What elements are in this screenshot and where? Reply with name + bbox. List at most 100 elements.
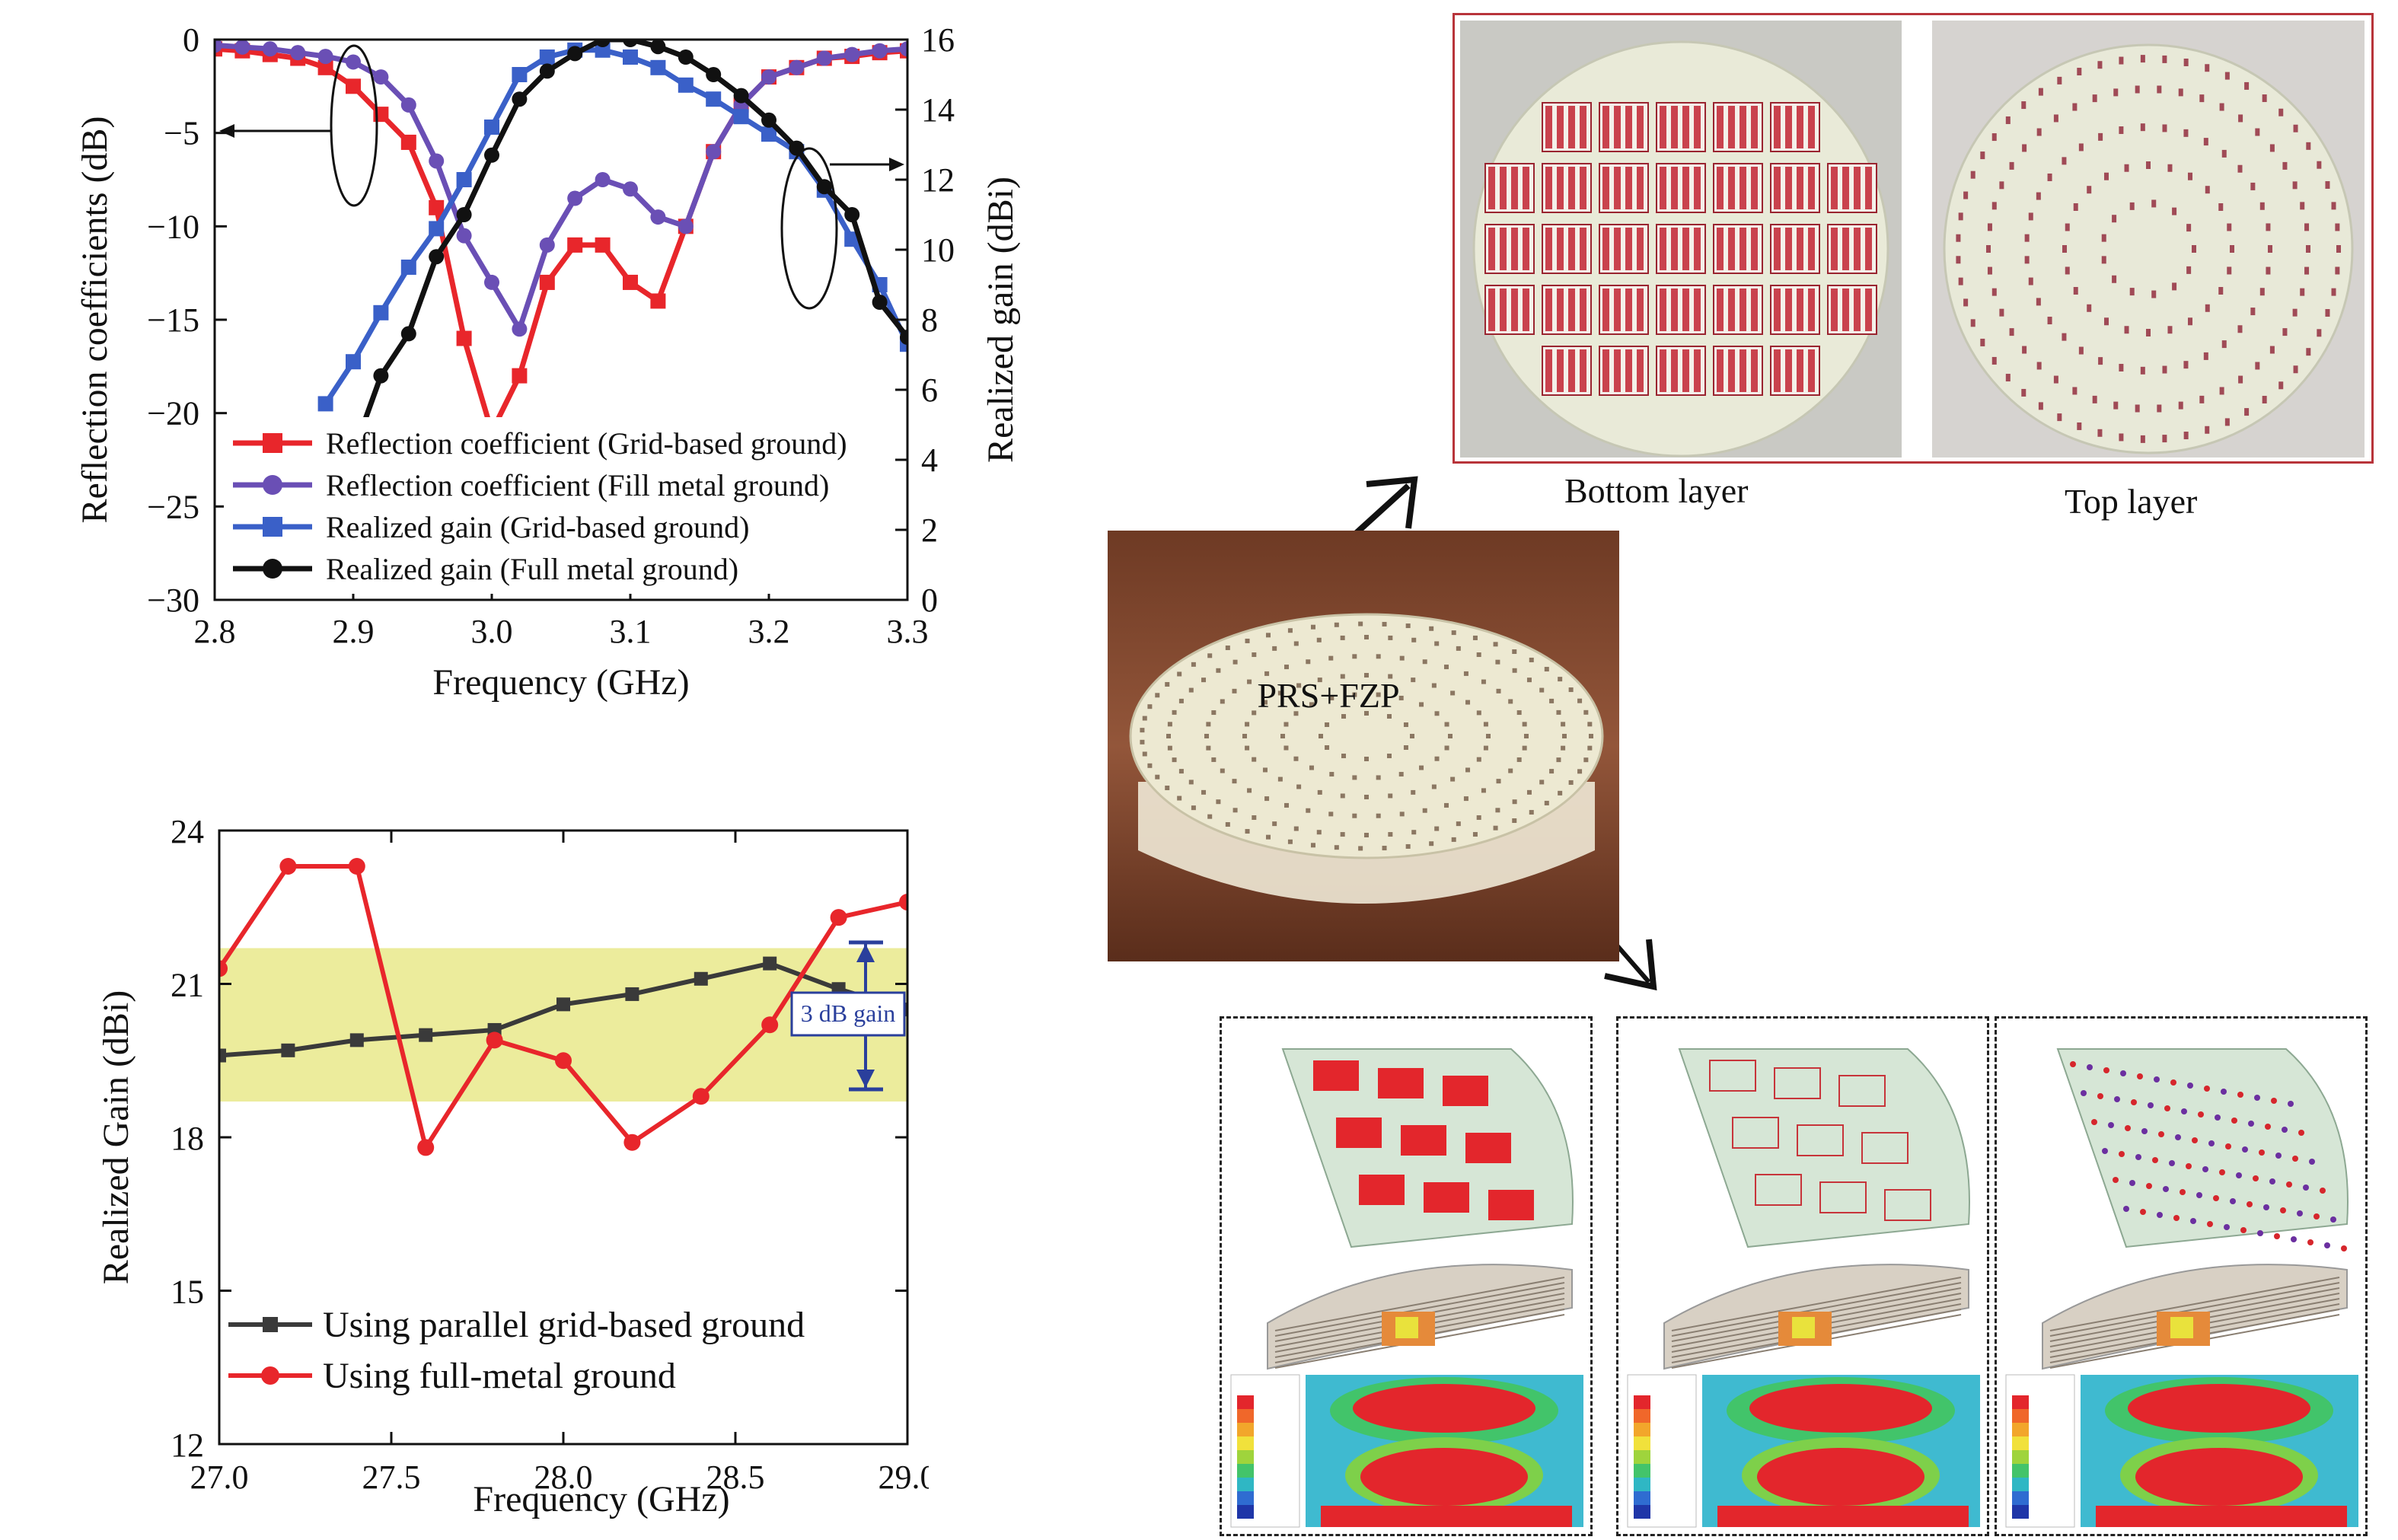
pcb-dot — [2325, 309, 2330, 317]
series-line-2 — [215, 42, 907, 332]
prototype-dot — [1216, 668, 1221, 673]
pcb-dot — [2036, 192, 2041, 200]
prototype-dot — [1167, 722, 1172, 727]
data-point — [419, 1028, 433, 1042]
prototype-dot — [1284, 722, 1289, 727]
prototype-dot — [1398, 695, 1404, 700]
x-tick-label: 3.0 — [471, 613, 513, 650]
prototype-dot — [1284, 802, 1289, 808]
pcb-dot — [2047, 317, 2052, 325]
prototype-dot — [1220, 699, 1225, 704]
pcb-dot — [2009, 328, 2014, 336]
prototype-dot — [1247, 788, 1252, 793]
prototype-dot — [1329, 695, 1335, 700]
prototype-dot — [1364, 635, 1369, 639]
prototype-dot — [1429, 841, 1434, 847]
pcb-dot — [2057, 413, 2062, 422]
data-point — [650, 40, 666, 55]
pcb-patch — [1713, 163, 1763, 213]
pcb-dot — [1980, 338, 1985, 346]
prototype-dot — [1211, 757, 1217, 762]
pcb-dot — [2157, 85, 2162, 94]
prototype-dot — [1358, 846, 1363, 851]
prototype-dot — [1265, 834, 1271, 840]
prototype-dot — [1188, 687, 1194, 693]
pcb-dot — [2112, 275, 2117, 283]
pcb-dot — [2129, 288, 2135, 296]
pcb-dot — [2098, 357, 2103, 365]
pcb-patch — [1484, 163, 1535, 213]
x-tick-label: 28.5 — [706, 1459, 765, 1496]
prototype-dot — [1495, 659, 1500, 665]
legend-entry: Realized gain (Full metal ground) — [326, 552, 738, 586]
data-point — [692, 1088, 710, 1105]
pcb-patch — [1770, 346, 1820, 396]
legend-marker — [263, 475, 282, 495]
prototype-dot — [1539, 687, 1545, 693]
prototype-dot — [1206, 745, 1211, 751]
prototype-dot — [1486, 734, 1491, 738]
pcb-dot — [2205, 426, 2210, 434]
prototype-dot — [1476, 652, 1481, 658]
x-tick-label: 2.9 — [333, 613, 375, 650]
pcb-dot — [1958, 212, 1963, 221]
pcb-dot — [2250, 308, 2256, 316]
y2-tick-label: 4 — [921, 442, 938, 479]
pcb-patch — [1542, 224, 1592, 274]
data-point — [816, 179, 832, 195]
pcb-dot — [1956, 256, 1961, 264]
data-point — [279, 858, 297, 875]
data-point — [234, 40, 250, 55]
prototype-dot — [1284, 665, 1289, 670]
data-point — [623, 40, 638, 47]
data-point — [595, 172, 611, 187]
pcb-dot — [2078, 143, 2084, 151]
prototype-dot — [1577, 698, 1583, 703]
prototype-dot — [1493, 642, 1498, 647]
pcb-patch — [1599, 224, 1649, 274]
pcb-dot — [2317, 329, 2322, 337]
prototype-dot — [1188, 780, 1194, 785]
data-point — [539, 63, 555, 79]
prototype-dot — [1483, 722, 1488, 727]
prototype-dot — [1411, 789, 1416, 795]
pcb-dot — [2219, 103, 2224, 111]
prototype-dot — [1399, 811, 1405, 817]
antenna-model — [1267, 1048, 1574, 1370]
prototype-dot — [1376, 692, 1381, 697]
data-point — [706, 67, 722, 82]
prototype-dot — [1388, 674, 1393, 679]
prototype-dot — [1177, 671, 1182, 677]
pcb-patch — [1713, 102, 1763, 152]
e-field-plot — [1229, 1373, 1587, 1532]
prototype-dot — [1245, 829, 1250, 834]
pcb-dot — [2178, 88, 2183, 97]
pcb-dot — [2087, 186, 2092, 194]
prototype-dot — [1167, 745, 1172, 751]
pcb-dot — [2304, 223, 2310, 231]
x-axis-label: Frequency (GHz) — [473, 1479, 729, 1519]
pcb-dot — [1986, 245, 1991, 253]
pcb-dot — [2021, 388, 2027, 397]
x-tick-label: 27.5 — [362, 1459, 421, 1496]
prototype-dot — [1306, 808, 1311, 813]
x-tick-label: 29.0 — [879, 1459, 930, 1496]
prototype-dot — [1317, 678, 1322, 683]
y-tick-label: 18 — [171, 1120, 204, 1157]
prototype-dot — [1364, 711, 1369, 716]
prototype-dot — [1476, 815, 1481, 820]
pcb-dot — [2024, 234, 2030, 242]
prototype-dot — [1516, 710, 1522, 716]
pcb-dot — [2205, 186, 2210, 194]
bottom-layer-label: Bottom layer — [1564, 471, 1749, 510]
prototype-dot — [1583, 709, 1589, 715]
prototype-dot — [1352, 654, 1357, 659]
pcb-dot — [2172, 207, 2177, 215]
pcb-dot — [2065, 223, 2070, 231]
prototype-dot — [1242, 734, 1247, 738]
prototype-dot — [1411, 830, 1417, 835]
x-tick-label: 27.0 — [190, 1459, 249, 1496]
pcb-dot — [2262, 395, 2267, 403]
prototype-dot — [1211, 710, 1217, 716]
right-axis-callout-ellipse — [780, 147, 838, 310]
